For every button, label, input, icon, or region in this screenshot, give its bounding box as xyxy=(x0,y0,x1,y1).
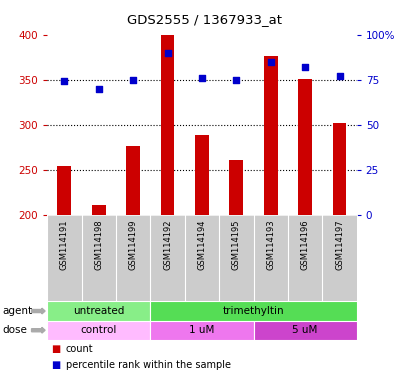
Bar xyxy=(263,56,277,215)
Bar xyxy=(229,160,243,215)
Bar xyxy=(150,301,356,321)
Text: count: count xyxy=(65,344,93,354)
Text: ■: ■ xyxy=(51,360,61,370)
Text: untreated: untreated xyxy=(73,306,124,316)
Bar xyxy=(297,79,311,215)
Text: GSM114192: GSM114192 xyxy=(163,219,172,270)
Point xyxy=(198,75,204,81)
Point xyxy=(335,73,342,79)
Bar xyxy=(92,205,106,215)
Text: GSM114197: GSM114197 xyxy=(334,219,343,270)
Text: GSM114194: GSM114194 xyxy=(197,219,206,270)
Point xyxy=(301,64,308,70)
Bar xyxy=(47,301,150,321)
Point xyxy=(232,77,239,83)
Text: GSM114196: GSM114196 xyxy=(300,219,309,270)
Bar xyxy=(160,35,174,215)
Text: GSM114199: GSM114199 xyxy=(128,219,137,270)
Text: control: control xyxy=(80,325,117,335)
Text: GSM114193: GSM114193 xyxy=(265,219,274,270)
Bar xyxy=(150,321,253,340)
Bar xyxy=(126,146,140,215)
Text: agent: agent xyxy=(2,306,32,316)
Point xyxy=(267,59,273,65)
Text: trimethyltin: trimethyltin xyxy=(222,306,283,316)
Bar xyxy=(57,166,71,215)
Text: 1 uM: 1 uM xyxy=(189,325,214,335)
Bar xyxy=(253,321,356,340)
Bar xyxy=(332,123,346,215)
Text: percentile rank within the sample: percentile rank within the sample xyxy=(65,360,230,370)
Bar xyxy=(195,135,208,215)
Text: GSM114195: GSM114195 xyxy=(231,219,240,270)
Point xyxy=(95,86,102,92)
Text: GSM114198: GSM114198 xyxy=(94,219,103,270)
Text: GDS2555 / 1367933_at: GDS2555 / 1367933_at xyxy=(127,13,282,26)
Text: GSM114191: GSM114191 xyxy=(60,219,69,270)
Point xyxy=(61,78,67,84)
Text: 5 uM: 5 uM xyxy=(292,325,317,335)
Text: dose: dose xyxy=(2,325,27,335)
Point xyxy=(164,50,171,56)
Point xyxy=(130,77,136,83)
Text: ■: ■ xyxy=(51,344,61,354)
Bar xyxy=(47,321,150,340)
